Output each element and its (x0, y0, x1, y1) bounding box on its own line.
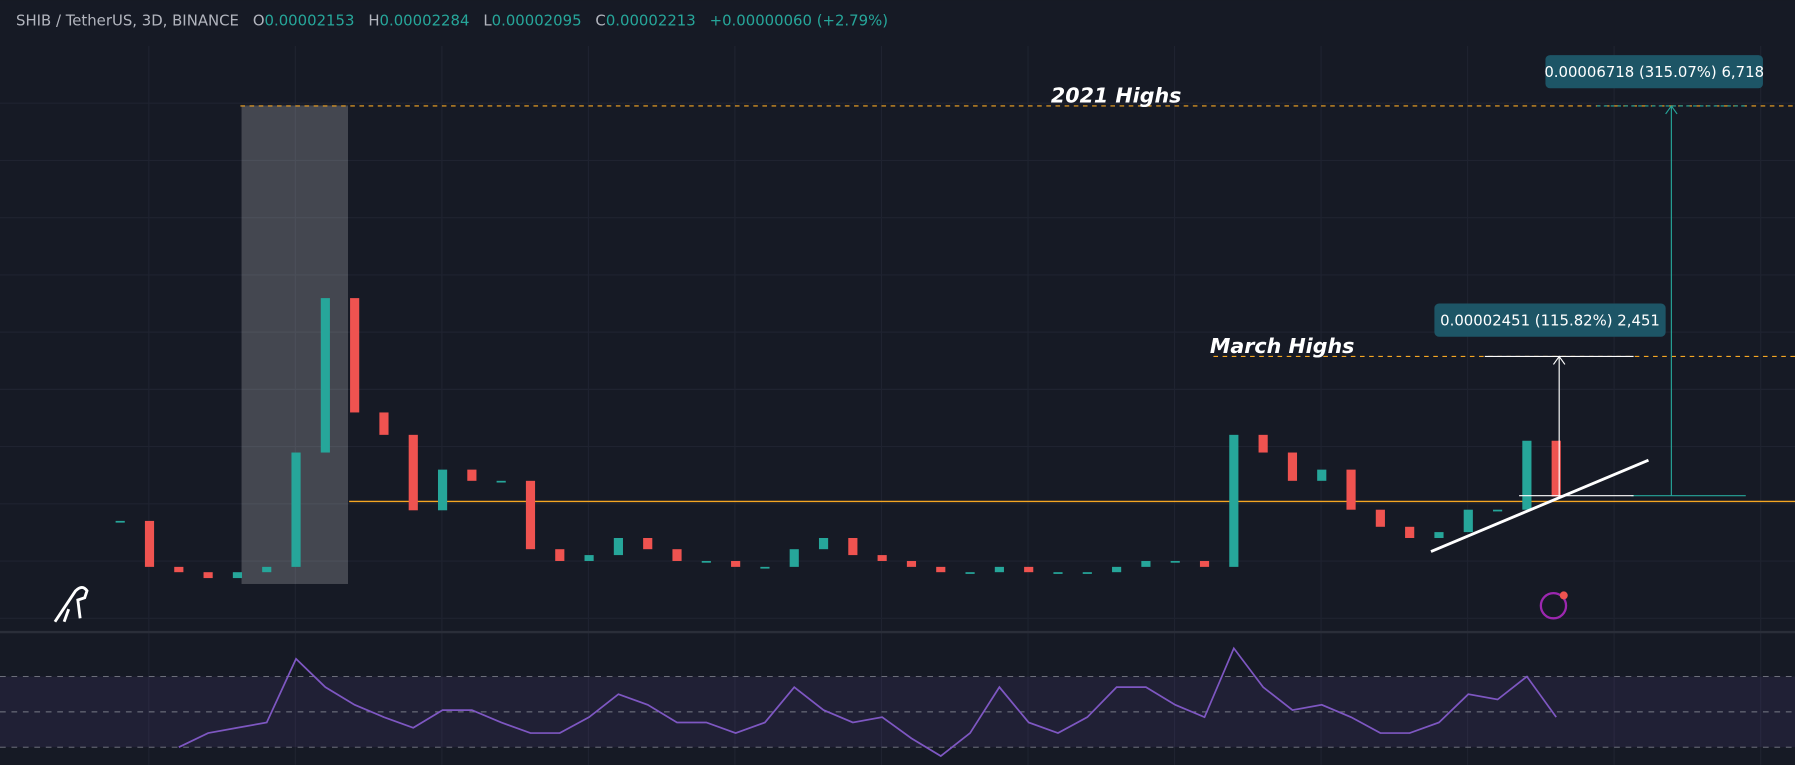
candle (994, 566, 1004, 573)
candle (1229, 434, 1239, 567)
candle (936, 566, 946, 573)
trendline (1430, 458, 1650, 553)
candle (174, 566, 184, 573)
alert-icon[interactable] (1539, 591, 1568, 620)
candle (760, 566, 770, 569)
candle (291, 452, 301, 567)
candle (1346, 469, 1356, 510)
candle (1375, 509, 1385, 527)
measure-box (1434, 303, 1666, 337)
candle (350, 298, 360, 413)
candle (613, 537, 623, 556)
candle (1053, 572, 1063, 574)
candle (496, 480, 506, 483)
change: +0.00000060 (+2.79%) (710, 11, 888, 29)
candle (1522, 440, 1532, 510)
candle (1405, 526, 1415, 538)
candle (1082, 572, 1092, 574)
candle (701, 560, 711, 563)
candle (1434, 532, 1444, 538)
level-label: 2021 Highs (1051, 84, 1181, 108)
alert-dot (1559, 591, 1568, 600)
candle (144, 520, 155, 567)
low: 0.00002095 (492, 11, 582, 29)
candle (1551, 440, 1561, 497)
measure-arrow (1552, 355, 1566, 365)
candle (818, 537, 829, 550)
candle (467, 469, 477, 481)
candle (437, 469, 448, 511)
candle (584, 555, 594, 561)
candle (672, 549, 682, 561)
close: 0.00002213 (606, 11, 696, 29)
candle (1141, 560, 1151, 567)
grid (0, 45, 1795, 765)
measure-box (1545, 55, 1763, 89)
logo (53, 585, 89, 623)
candle (848, 537, 858, 556)
candle (203, 572, 213, 579)
candle (555, 549, 565, 561)
candle (262, 566, 272, 573)
candle (1463, 509, 1473, 533)
candle (1170, 560, 1180, 563)
h-label: H (368, 11, 379, 29)
candle (1258, 434, 1268, 453)
candle (643, 537, 653, 550)
candle (1112, 566, 1122, 573)
candle (1317, 469, 1327, 481)
l-label: L (483, 11, 492, 29)
candle (1199, 560, 1210, 567)
candle (877, 555, 887, 561)
candle (965, 572, 975, 574)
candle (906, 560, 917, 567)
candle (525, 480, 536, 550)
measure-label: 0.00002451 (115.82%) 2,451 (1440, 311, 1660, 329)
measure-arrow (1665, 104, 1678, 115)
level-label: March Highs (1210, 334, 1355, 358)
candle (320, 298, 330, 453)
candle (731, 560, 741, 567)
candle (1024, 566, 1034, 573)
rsi-line (178, 646, 1557, 758)
candle (379, 412, 389, 435)
header: SHIB / TetherUS, 3D, BINANCE O0.00002153… (16, 11, 888, 29)
o-label: O (253, 11, 265, 29)
measure-label: 0.00006718 (315.07%) 6,718 (1544, 63, 1764, 81)
candle (408, 434, 418, 511)
candle (789, 549, 799, 567)
c-label: C (595, 11, 605, 29)
open: 0.00002153 (265, 11, 355, 29)
candle (232, 572, 243, 579)
high: 0.00002284 (380, 11, 470, 29)
symbol: SHIB / TetherUS, 3D, BINANCE (16, 11, 239, 29)
candle (115, 520, 125, 523)
candle (1287, 452, 1298, 481)
candle (1493, 509, 1503, 512)
